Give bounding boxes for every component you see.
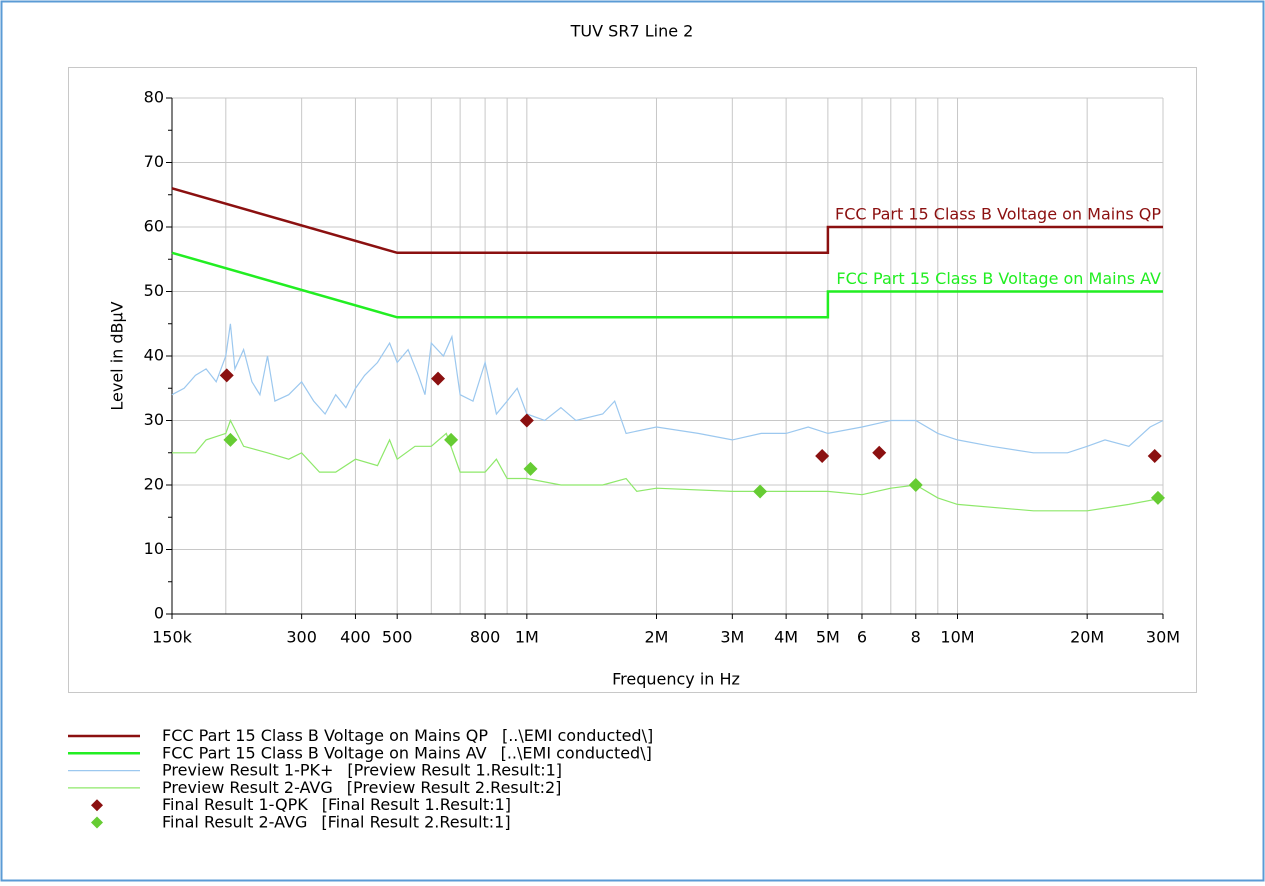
x-axis-label: Frequency in Hz [612, 670, 740, 689]
y-tick-label: 40 [144, 346, 164, 365]
x-tick-label: 20M [1070, 628, 1104, 647]
x-tick-label: 2M [644, 628, 668, 647]
limit-line [171, 187, 1163, 255]
legend-name: Preview Result 1-PK+ [162, 760, 333, 779]
legend-source: [..\EMI conducted\] [501, 743, 652, 762]
legend-source: [..\EMI conducted\] [502, 726, 653, 745]
legend-marker [91, 816, 103, 829]
data-point [523, 461, 538, 476]
y-tick-label: 20 [144, 475, 164, 494]
trace-line [172, 418, 1164, 512]
legend-name: FCC Part 15 Class B Voltage on Mains QP [162, 726, 488, 745]
data-point [444, 432, 459, 447]
y-tick-label: 50 [144, 281, 164, 300]
x-tick-label: 500 [382, 628, 413, 647]
x-tick-label: 4M [774, 628, 798, 647]
data-point [872, 445, 887, 460]
data-point [753, 484, 768, 499]
legend-entry: Preview Result 2-AVG [Preview Result 2.Re… [162, 777, 561, 796]
x-tick-label: 8 [911, 628, 921, 647]
y-tick-label: 0 [154, 604, 164, 623]
x-tick-label: 800 [470, 628, 501, 647]
data-point [1150, 490, 1165, 505]
legend-marker [91, 799, 103, 812]
legend-source: [Final Result 2.Result:1] [321, 812, 510, 831]
legend-name: Final Result 2-AVG [162, 812, 307, 831]
x-tick-label: 1M [515, 628, 539, 647]
data-point [223, 432, 238, 447]
legend-source: [Preview Result 2.Result:2] [347, 777, 562, 796]
x-tick-label: 30M [1146, 628, 1180, 647]
legend-entry: Final Result 2-AVG [Final Result 2.Result… [162, 812, 511, 831]
legend-entry: Preview Result 1-PK+ [Preview Result 1.Re… [162, 760, 562, 779]
y-tick-label: 60 [144, 217, 164, 236]
legend-name: Preview Result 2-AVG [162, 777, 333, 796]
chart-title: TUV SR7 Line 2 [570, 22, 694, 41]
x-tick-label: 300 [286, 628, 317, 647]
legend-entry: Final Result 1-QPK [Final Result 1.Result… [162, 795, 511, 814]
legend-name: Final Result 1-QPK [162, 795, 308, 814]
y-tick-label: 30 [144, 410, 164, 429]
data-point [908, 478, 923, 492]
data-point [219, 368, 234, 383]
data-point [519, 413, 534, 428]
trace-line [171, 323, 1164, 454]
x-tick-label: 3M [720, 628, 744, 647]
plot-frame [68, 67, 1197, 693]
legend-entry: FCC Part 15 Class B Voltage on Mains AV [… [162, 743, 652, 762]
legend-entry: FCC Part 15 Class B Voltage on Mains QP [… [162, 726, 653, 745]
y-tick-label: 70 [144, 152, 164, 171]
legend-name: FCC Part 15 Class B Voltage on Mains AV [162, 743, 487, 762]
x-tick-label: 5M [816, 628, 840, 647]
data-point [431, 371, 446, 386]
limit-label: FCC Part 15 Class B Voltage on Mains QP [835, 205, 1161, 224]
y-tick-label: 80 [144, 88, 164, 107]
limit-label: FCC Part 15 Class B Voltage on Mains AV [836, 269, 1161, 288]
x-tick-label: 6 [857, 628, 867, 647]
data-point [1147, 448, 1162, 463]
limit-line [171, 251, 1163, 319]
legend-source: [Final Result 1.Result:1] [322, 795, 511, 814]
x-tick-label: 400 [340, 628, 371, 647]
data-point [815, 448, 830, 463]
legend-source: [Preview Result 1.Result:1] [347, 760, 562, 779]
x-tick-label: 10M [940, 628, 974, 647]
y-tick-label: 10 [144, 539, 164, 558]
y-axis-label: Level in dBµV [108, 301, 127, 410]
x-tick-label: 150k [152, 628, 193, 647]
